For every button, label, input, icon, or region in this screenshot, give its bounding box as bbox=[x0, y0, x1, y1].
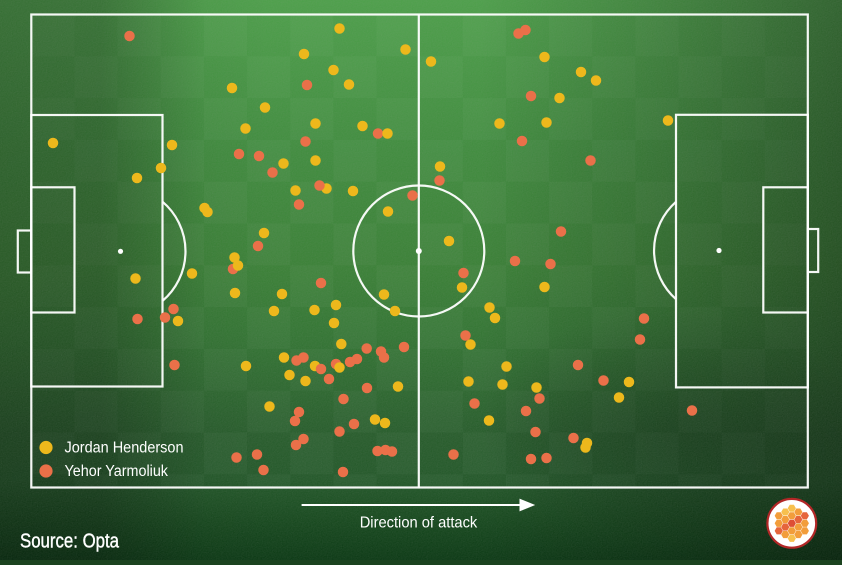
svg-text:Jordan Henderson: Jordan Henderson bbox=[65, 440, 184, 457]
svg-text:Source: Opta: Source: Opta bbox=[20, 531, 120, 553]
svg-text:Direction of attack: Direction of attack bbox=[360, 515, 479, 532]
svg-text:Yehor Yarmoliuk: Yehor Yarmoliuk bbox=[65, 463, 169, 480]
